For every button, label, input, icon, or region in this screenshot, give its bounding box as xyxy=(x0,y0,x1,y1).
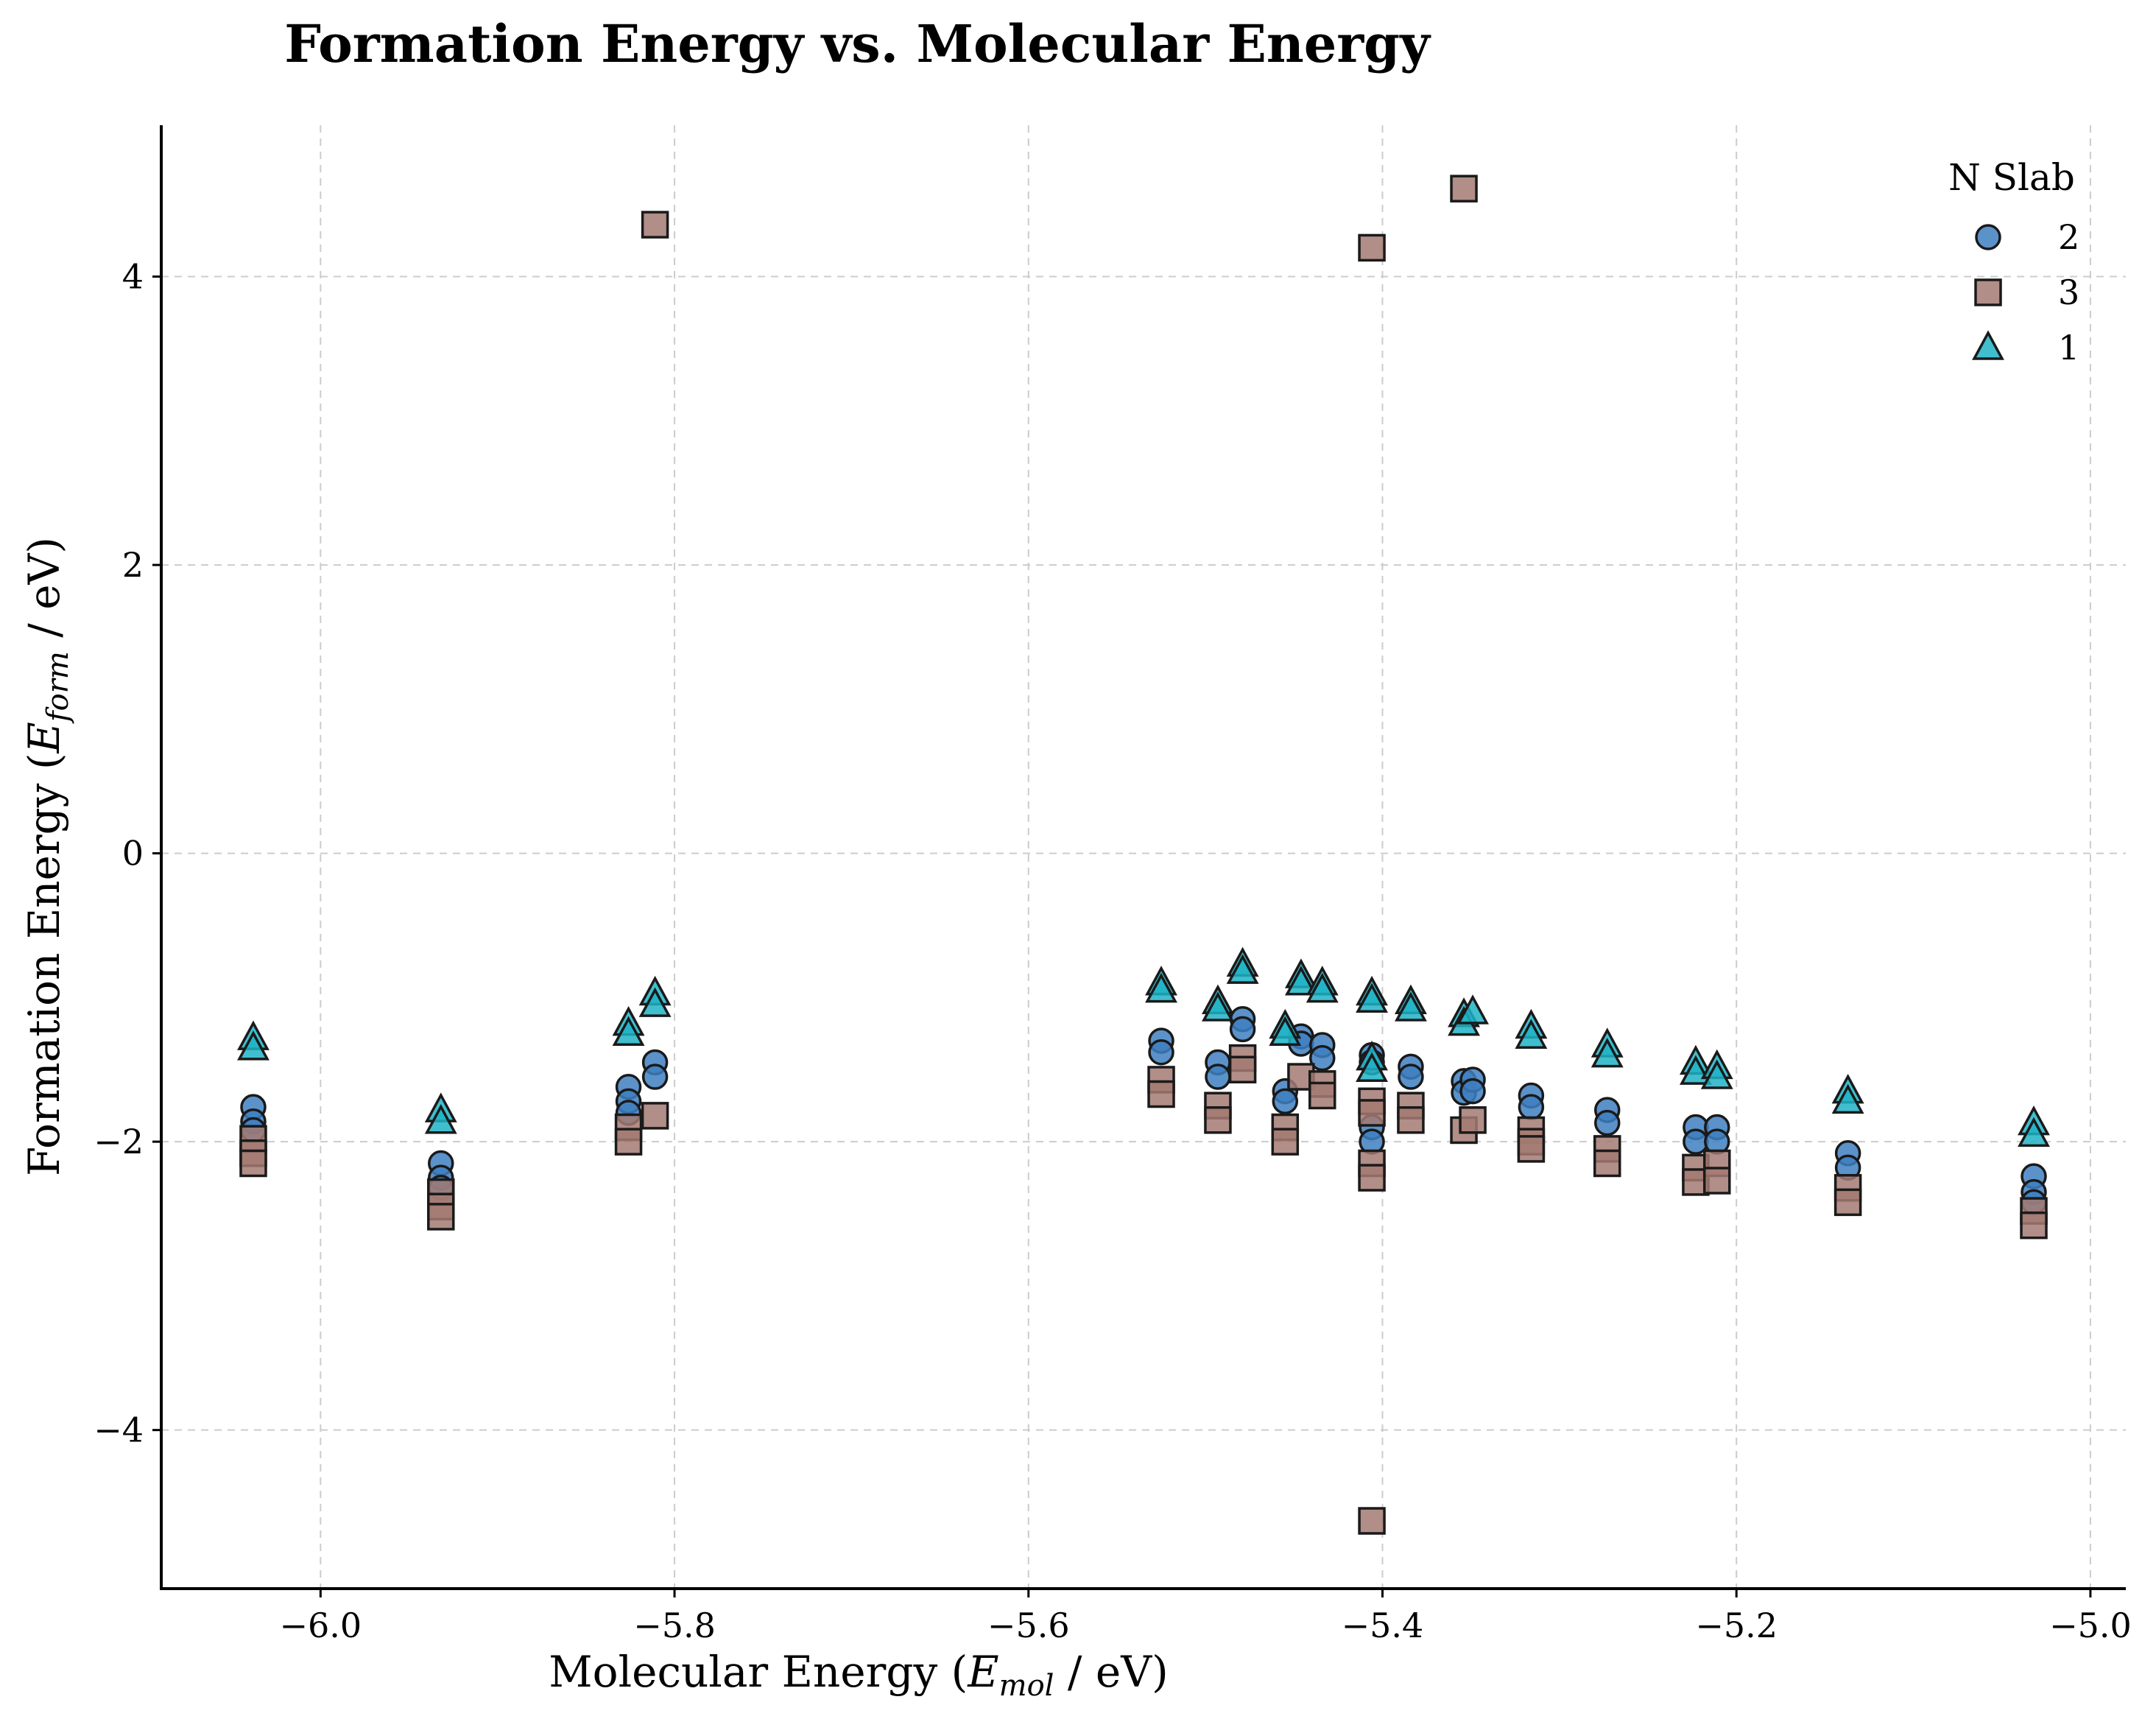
data-point-square xyxy=(239,1149,267,1178)
data-point-circle xyxy=(1518,1094,1545,1120)
y-axis-label: Formation Energy (Eform / eV) xyxy=(19,537,75,1176)
data-point-triangle xyxy=(1515,1019,1548,1049)
data-point-square xyxy=(1459,1106,1487,1134)
legend-marker-circle xyxy=(1975,224,2001,250)
legend-marker-square xyxy=(1974,278,2002,306)
chart-title: Formation Energy vs. Molecular Energy xyxy=(284,13,1431,74)
data-point-triangle xyxy=(1226,954,1259,984)
data-point-square xyxy=(427,1203,455,1231)
data-point-square xyxy=(1308,1081,1336,1110)
legend-label: 1 xyxy=(2058,328,2079,368)
legend-label: 2 xyxy=(2058,217,2079,257)
legend: N Slab 2 3 1 xyxy=(1948,156,2079,368)
x-tick-label: −5.6 xyxy=(987,1606,1070,1645)
legend-marker-triangle xyxy=(1972,330,2004,360)
data-point-square xyxy=(1204,1106,1232,1134)
data-point-triangle xyxy=(612,1016,645,1047)
data-point-triangle xyxy=(1306,972,1339,1003)
data-point-triangle xyxy=(1284,966,1317,996)
data-point-square xyxy=(641,211,669,239)
y-tick-label: 0 xyxy=(122,834,144,873)
x-tick-label: −6.0 xyxy=(279,1606,362,1645)
data-point-square xyxy=(2020,1211,2048,1240)
data-point-triangle xyxy=(1269,1016,1302,1047)
data-point-circle xyxy=(1229,1016,1256,1043)
data-point-square xyxy=(641,1102,669,1130)
x-tick-label: −5.8 xyxy=(633,1606,716,1645)
y-tick-label: 4 xyxy=(122,257,144,297)
data-point-triangle xyxy=(424,1104,457,1134)
x-tick-label: −5.4 xyxy=(1342,1606,1424,1645)
series-2 xyxy=(240,1005,2047,1216)
legend-label: 3 xyxy=(2058,273,2079,312)
x-axis-label: Molecular Energy (Emol / eV) xyxy=(549,1647,1168,1703)
data-point-square xyxy=(1358,1164,1386,1192)
data-point-square xyxy=(1358,1507,1386,1535)
data-point-circle xyxy=(1309,1044,1336,1072)
data-point-square xyxy=(1358,233,1386,262)
data-point-square xyxy=(614,1128,643,1156)
x-tick-label: −5.2 xyxy=(1695,1606,1778,1645)
data-point-triangle xyxy=(1202,991,1234,1022)
data-point-triangle xyxy=(237,1030,270,1061)
y-tick-label: −4 xyxy=(94,1410,144,1450)
data-point-square xyxy=(1397,1106,1425,1134)
data-point-circle xyxy=(1272,1088,1299,1115)
data-point-triangle xyxy=(1356,1052,1389,1083)
data-point-square xyxy=(1703,1167,1731,1195)
data-point-square xyxy=(1450,175,1478,203)
data-point-triangle xyxy=(1145,972,1177,1003)
grid xyxy=(161,125,2126,1589)
data-point-triangle xyxy=(2018,1117,2050,1147)
data-point-circle xyxy=(1593,1109,1621,1136)
data-point-circle xyxy=(1205,1064,1231,1090)
data-point-circle xyxy=(641,1064,669,1090)
data-point-circle xyxy=(1398,1064,1424,1090)
data-point-square xyxy=(1228,1055,1257,1084)
data-point-triangle xyxy=(1590,1038,1624,1068)
data-points xyxy=(237,175,2050,1535)
data-point-triangle xyxy=(1356,982,1389,1013)
data-point-square xyxy=(1147,1080,1175,1108)
data-point-circle xyxy=(1459,1078,1486,1105)
data-point-triangle xyxy=(1700,1059,1733,1089)
data-point-triangle xyxy=(638,987,672,1017)
data-point-square xyxy=(1358,1099,1386,1127)
data-point-triangle xyxy=(1456,994,1490,1024)
data-point-square xyxy=(1593,1149,1621,1178)
data-point-square xyxy=(1271,1128,1300,1156)
axis-ticks: −6.0 −5.8 −5.6 −5.4 −5.2 −5.0 −4 −2 0 2 4 xyxy=(94,257,2132,1645)
series-3 xyxy=(239,175,2048,1535)
y-tick-label: −2 xyxy=(94,1122,144,1161)
legend-title: N Slab xyxy=(1948,156,2075,199)
data-point-circle xyxy=(1148,1039,1174,1066)
data-point-triangle xyxy=(1831,1083,1864,1114)
data-point-square xyxy=(1517,1135,1546,1163)
y-tick-label: 2 xyxy=(122,545,144,585)
data-point-square xyxy=(1833,1188,1862,1217)
series-1 xyxy=(237,946,2050,1147)
data-point-triangle xyxy=(1395,991,1427,1022)
x-tick-label: −5.0 xyxy=(2049,1606,2132,1645)
